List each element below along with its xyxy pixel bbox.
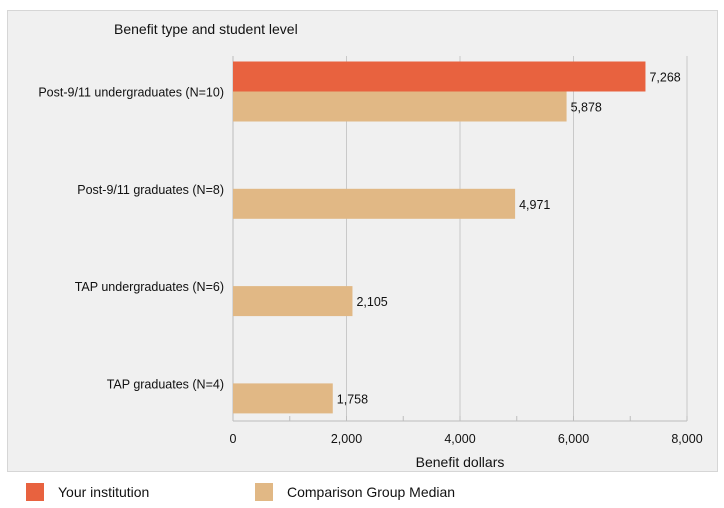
legend-item-comparison-group-median: Comparison Group Median <box>255 482 455 502</box>
x-axis-title: Benefit dollars <box>416 454 505 470</box>
category-label: TAP undergraduates (N=6) <box>75 280 224 294</box>
data-label: 1,758 <box>337 392 368 406</box>
bar-your-institution <box>233 61 646 92</box>
x-tick-label: 0 <box>230 432 237 446</box>
data-label: 4,971 <box>519 198 550 212</box>
legend-label-your-institution: Your institution <box>58 484 150 500</box>
x-tick-label: 4,000 <box>444 432 475 446</box>
legend-label-comparison-group-median: Comparison Group Median <box>287 484 456 500</box>
data-label: 7,268 <box>649 71 680 85</box>
x-tick-label: 8,000 <box>671 432 702 446</box>
bar-comparison-median <box>233 383 333 414</box>
bar-comparison-median <box>233 91 567 122</box>
bar-comparison-median <box>233 188 516 219</box>
data-label: 2,105 <box>356 295 387 309</box>
legend-item-your-institution: Your institution <box>26 482 149 502</box>
x-tick-label: 6,000 <box>558 432 589 446</box>
chart-title: Benefit type and student level <box>114 21 298 37</box>
data-label: 5,878 <box>571 101 602 115</box>
legend-swatch-comparison-group-median <box>255 483 273 501</box>
bar-comparison-median <box>233 286 353 317</box>
x-tick-label: 2,000 <box>331 432 362 446</box>
legend-swatch-your-institution <box>26 483 44 501</box>
category-label: Post-9/11 undergraduates (N=10) <box>38 86 224 100</box>
category-label: Post-9/11 graduates (N=8) <box>77 183 224 197</box>
category-label: TAP graduates (N=4) <box>107 377 224 391</box>
